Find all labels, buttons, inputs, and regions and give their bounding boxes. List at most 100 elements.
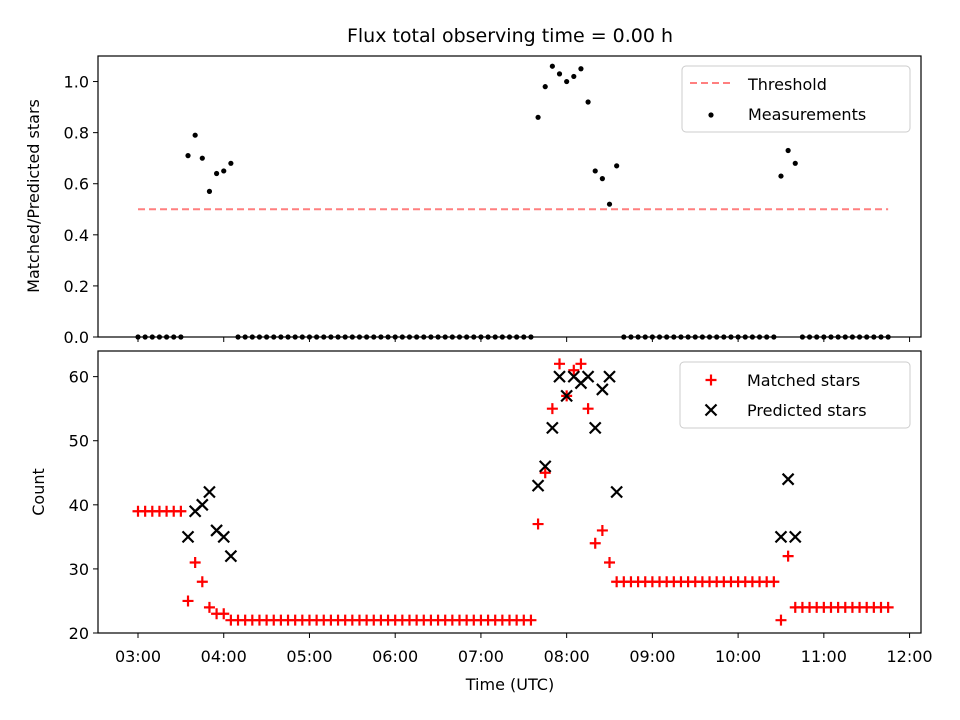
matched-star-point xyxy=(539,467,551,479)
matched-star-point xyxy=(203,601,215,613)
predicted-star-point xyxy=(788,530,802,544)
x-axis-label: Time (UTC) xyxy=(465,675,554,694)
matched-star-point xyxy=(546,403,558,415)
count-x-tick-label: 05:00 xyxy=(286,647,332,666)
measurement-point xyxy=(556,71,563,77)
predicted-star-point xyxy=(596,383,609,396)
count-y-tick-label: 40 xyxy=(69,496,89,515)
predicted-star-point xyxy=(196,498,209,512)
predicted-star-point xyxy=(588,421,602,435)
ratio-panel: 0.0 0.2 0.4 0.6 0.8 1.0 Matched/Predicted sta… xyxy=(24,55,922,347)
measurement-point xyxy=(549,63,555,69)
count-y-axis-label: Count xyxy=(29,468,48,516)
predicted-star-point xyxy=(781,472,795,486)
predicted-star-point xyxy=(610,485,623,499)
matched-star-point xyxy=(589,537,601,549)
count-x-tick-label: 10:00 xyxy=(715,647,761,666)
matched-star-point xyxy=(175,505,187,517)
measurement-point xyxy=(185,153,191,159)
predicted-star-point xyxy=(203,485,216,499)
matched-star-point xyxy=(775,614,787,626)
measurement-point xyxy=(578,66,584,72)
matched-star-point xyxy=(532,518,544,530)
measurement-point xyxy=(228,160,234,166)
matched-star-point xyxy=(196,576,208,588)
ratio-y-tick-label: 1.0 xyxy=(64,73,89,92)
measurement-point xyxy=(542,84,548,90)
count-x-tick-label: 09:00 xyxy=(629,647,675,666)
measurement-point xyxy=(778,173,784,179)
chart-title: Flux total observing time = 0.00 h xyxy=(347,25,673,47)
matched-star-point xyxy=(182,595,194,607)
matched-star-point xyxy=(218,608,230,620)
legend-threshold-label: Threshold xyxy=(747,75,827,94)
measurements-series xyxy=(135,63,891,340)
measurement-point xyxy=(585,99,591,105)
legend-measurements-label: Measurements xyxy=(748,105,866,124)
matched-star-point xyxy=(525,614,537,626)
count-legend: Matched stars Predicted stars xyxy=(679,361,911,429)
count-y-tick-label: 30 xyxy=(69,560,89,579)
legend-predicted-swatch xyxy=(704,403,718,417)
predicted-star-point xyxy=(217,530,231,544)
matched-stars-series xyxy=(132,358,894,626)
count-x-tick-label: 04:00 xyxy=(201,647,247,666)
legend-matched-swatch xyxy=(705,374,717,386)
predicted-star-point xyxy=(774,530,788,544)
count-legend-box xyxy=(679,361,911,429)
count-x-tick-label: 06:00 xyxy=(372,647,418,666)
matched-star-point xyxy=(782,550,794,562)
ratio-y-tick-label: 0.4 xyxy=(64,226,89,245)
count-x-tick-label: 11:00 xyxy=(801,647,847,666)
predicted-star-point xyxy=(546,421,559,435)
ratio-plot-frame xyxy=(97,55,922,338)
count-y-tick-label: 50 xyxy=(69,432,89,451)
measurement-point xyxy=(206,188,213,194)
ratio-y-tick-label: 0.2 xyxy=(64,277,89,296)
count-x-ticks: 03:00 04:00 05:00 06:00 07:00 08:00 09:00 10:00… xyxy=(115,633,933,666)
matched-star-point xyxy=(604,557,616,568)
ratio-legend: Threshold Measurements xyxy=(681,65,911,133)
count-y-tick-label: 60 xyxy=(69,368,89,387)
predicted-star-point xyxy=(531,479,545,492)
measurement-point xyxy=(564,78,570,85)
ratio-legend-box xyxy=(681,65,911,133)
ratio-y-ticks: 0.0 0.2 0.4 0.6 0.8 1.0 xyxy=(64,73,98,347)
predicted-star-point xyxy=(538,460,552,473)
measurement-point xyxy=(535,114,541,120)
measurement-point xyxy=(599,176,605,182)
measurement-point xyxy=(221,168,227,174)
measurement-point xyxy=(614,163,620,169)
measurement-point xyxy=(199,155,205,161)
count-x-tick-label: 12:00 xyxy=(887,647,933,666)
predicted-star-point xyxy=(581,370,595,383)
measurement-point xyxy=(606,201,613,207)
count-y-tick-label: 20 xyxy=(69,624,89,643)
predicted-star-point xyxy=(181,530,195,544)
count-panel: 20 30 40 50 60 03:00 04:00 05:00 06:00 07:00 08:0… xyxy=(29,350,933,694)
predicted-star-point xyxy=(553,370,566,383)
matched-star-point xyxy=(882,601,894,613)
matched-star-point xyxy=(596,524,608,536)
predicted-star-point xyxy=(560,389,573,403)
predicted-star-point xyxy=(603,370,616,383)
legend-predicted-label: Predicted stars xyxy=(747,401,867,420)
predicted-stars-series xyxy=(181,370,802,563)
count-y-ticks: 20 30 40 50 60 xyxy=(69,368,98,643)
matched-star-point xyxy=(568,364,580,376)
count-x-tick-label: 03:00 xyxy=(115,647,161,666)
matched-star-point xyxy=(582,403,594,415)
measurement-point xyxy=(792,160,798,166)
ratio-y-axis-label: Matched/Predicted stars xyxy=(24,99,43,293)
matched-star-point xyxy=(554,358,566,370)
count-plot-frame xyxy=(97,350,922,634)
measurement-point xyxy=(592,168,598,174)
predicted-star-point xyxy=(224,549,238,563)
measurement-point xyxy=(192,132,198,138)
ratio-y-tick-label: 0.8 xyxy=(64,124,89,143)
matched-star-point xyxy=(575,358,587,370)
count-x-tick-label: 07:00 xyxy=(458,647,504,666)
measurement-point xyxy=(785,147,791,154)
ratio-y-tick-label: 0.0 xyxy=(64,328,89,347)
